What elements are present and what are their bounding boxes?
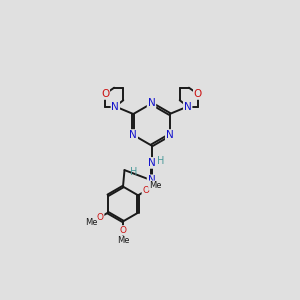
Text: Me: Me <box>85 218 97 227</box>
Text: N: N <box>148 98 155 109</box>
Text: O: O <box>194 89 202 99</box>
Text: N: N <box>166 130 174 140</box>
Text: N: N <box>184 101 192 112</box>
Text: O: O <box>97 213 104 222</box>
Text: O: O <box>119 226 127 235</box>
Text: Me: Me <box>149 181 161 190</box>
Text: O: O <box>142 186 149 195</box>
Text: N: N <box>129 130 137 140</box>
Text: Me: Me <box>117 236 129 245</box>
Text: O: O <box>101 89 109 99</box>
Text: H: H <box>130 167 137 177</box>
Text: H: H <box>158 156 165 166</box>
Text: N: N <box>148 158 155 168</box>
Text: N: N <box>148 175 155 185</box>
Text: N: N <box>111 101 119 112</box>
